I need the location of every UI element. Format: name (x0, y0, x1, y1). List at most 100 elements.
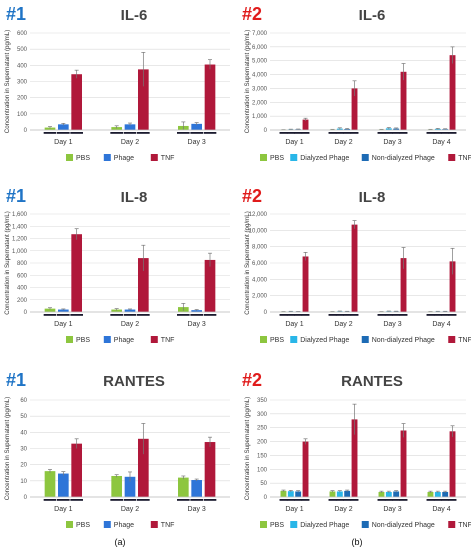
baseline-marker (392, 499, 401, 501)
baseline-marker (190, 132, 203, 134)
bar-tnf (351, 88, 358, 130)
baseline-marker (190, 499, 203, 501)
legend-label: TNF (458, 155, 471, 162)
bar-phage (124, 309, 136, 312)
bar-tnf (449, 261, 456, 312)
baseline-marker (399, 132, 408, 134)
y-tick-label: 10,000 (249, 228, 268, 234)
y-tick-label: 10 (20, 479, 27, 485)
bar-pbs (111, 475, 122, 497)
legend-swatch (290, 336, 298, 343)
bar-pbs (111, 127, 122, 130)
baseline-marker (441, 314, 450, 316)
bar-dialyzed-phage (287, 491, 294, 497)
x-tick-label: Day 2 (121, 506, 139, 513)
y-tick-label: 12,000 (249, 212, 268, 218)
legend-swatch (150, 336, 158, 343)
baseline-marker (70, 132, 83, 134)
bar-phage (124, 476, 136, 497)
y-axis-label: Concentration in Supernatant (pg/mL) (244, 30, 251, 134)
baseline-marker (301, 314, 310, 316)
baseline-marker (286, 499, 295, 501)
y-tick-label: 350 (257, 398, 268, 404)
bar-tnf (138, 69, 149, 130)
legend-item: PBS (260, 521, 284, 529)
baseline-marker (203, 499, 217, 501)
legend-label: Phage (114, 155, 134, 162)
chart-panel-6: #2 RANTES 0 50 100 150 200 250 300 350 Concentrati… (242, 370, 471, 529)
chart-title: IL-8 (121, 189, 148, 206)
baseline-marker (203, 314, 217, 316)
legend-item: Dialyzed Phage (290, 521, 349, 529)
legend-item: Dialyzed Phage (290, 154, 349, 162)
legend-item: Non-dialyzed Phage (361, 154, 435, 162)
chart-title: IL-8 (359, 189, 386, 206)
baseline-marker (70, 499, 83, 501)
legend-swatch (290, 154, 298, 161)
y-tick-label: 150 (257, 453, 268, 459)
panel-number: #1 (6, 370, 26, 390)
baseline-marker (448, 499, 457, 501)
legend-label: Non-dialyzed Phage (372, 337, 435, 344)
y-tick-label: 20 (20, 463, 27, 469)
x-tick-label: Day 1 (285, 321, 303, 328)
chart-panel-4: #2 IL-8 0 2,000 4,000 6,000 8,000 10,000 12,000C… (242, 186, 471, 344)
chart-panel-2: #2 IL-6 0 1,000 2,000 3,000 4,000 5,000 6,000 7,0… (242, 4, 471, 162)
bar-non-dialyzed-phage (344, 490, 351, 497)
baseline-marker (392, 314, 401, 316)
bar-pbs (329, 491, 336, 497)
baseline-marker (110, 499, 123, 501)
baseline-marker (328, 499, 337, 501)
legend-label: PBS (76, 337, 90, 344)
y-tick-label: 400 (17, 286, 28, 292)
baseline-marker (433, 132, 442, 134)
x-tick-label: Day 4 (432, 506, 450, 513)
baseline-marker (43, 499, 57, 501)
y-tick-label: 7,000 (252, 31, 268, 37)
bar-pbs (44, 127, 56, 130)
bar-tnf (351, 419, 358, 497)
y-tick-label: 800 (17, 261, 28, 267)
legend-label: PBS (270, 155, 284, 162)
baseline-marker (441, 499, 450, 501)
baseline-marker (286, 132, 295, 134)
y-tick-label: 200 (257, 440, 268, 446)
baseline-marker (399, 499, 408, 501)
legend-swatch (361, 521, 369, 528)
bar-tnf (400, 71, 407, 130)
y-tick-label: 400 (17, 63, 28, 69)
legend-swatch (103, 154, 111, 161)
bar-tnf (204, 442, 216, 497)
baseline-marker (57, 132, 70, 134)
bar-non-dialyzed-phage (295, 491, 302, 497)
bar-phage (58, 309, 69, 312)
bar-pbs (427, 492, 434, 497)
bar-tnf (449, 55, 456, 130)
y-tick-label: 6,000 (252, 45, 268, 51)
baseline-marker (433, 499, 442, 501)
x-tick-label: Day 1 (285, 139, 303, 146)
baseline-marker (177, 314, 190, 316)
y-tick-label: 1,600 (12, 212, 28, 218)
chart-panel-3: #1 IL-8 0 200 400 600 800 1,000 1,200 1,400 1,600C… (4, 186, 230, 344)
chart-title: IL-6 (121, 7, 148, 24)
legend-item: PBS (66, 154, 90, 162)
y-tick-label: 0 (24, 495, 28, 501)
panel-number: #1 (6, 186, 26, 206)
baseline-marker (279, 132, 288, 134)
baseline-marker (377, 314, 386, 316)
legend-swatch (448, 336, 456, 343)
y-tick-label: 100 (17, 112, 28, 118)
panel-number: #2 (242, 186, 262, 206)
bar-tnf (71, 74, 82, 130)
baseline-marker (110, 132, 123, 134)
legend-swatch (290, 521, 298, 528)
chart-title: RANTES (103, 373, 165, 390)
baseline-marker (328, 132, 337, 134)
legend-swatch (361, 154, 369, 161)
baseline-marker (426, 314, 435, 316)
legend-item: Non-dialyzed Phage (361, 521, 435, 529)
bar-dialyzed-phage (336, 491, 343, 497)
legend-item: TNF (150, 521, 174, 529)
bar-phage (191, 123, 202, 130)
